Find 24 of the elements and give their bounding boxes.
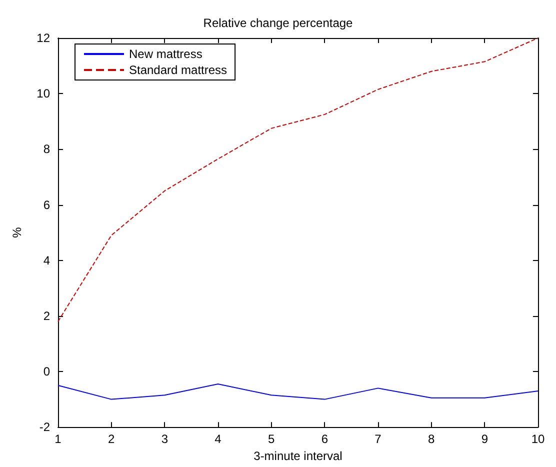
- x-tick-label: 6: [321, 432, 328, 446]
- y-tick-label: 8: [43, 142, 50, 156]
- legend-label: New mattress: [129, 47, 202, 61]
- x-tick-label: 7: [374, 432, 382, 446]
- x-tick-label: 10: [531, 432, 545, 446]
- x-tick-label: 5: [268, 432, 275, 446]
- x-tick-label: 3: [161, 432, 168, 446]
- y-tick-label: 4: [43, 253, 50, 268]
- y-tick-label: 6: [43, 198, 50, 212]
- y-tick-label: -2: [39, 420, 50, 434]
- legend-label: Standard mattress: [129, 63, 228, 77]
- chart-title: Relative change percentage: [203, 16, 354, 30]
- y-tick-label: 2: [43, 308, 50, 323]
- x-tick-label: 8: [428, 432, 435, 446]
- x-tick-label: 4: [214, 432, 222, 446]
- x-tick-label: 2: [108, 432, 115, 446]
- x-tick-label: 1: [54, 432, 62, 446]
- x-axis-title: 3-minute interval: [254, 449, 342, 463]
- y-tick-label: 0: [43, 364, 50, 379]
- x-tick-label: 9: [481, 432, 488, 446]
- y-tick-label: 12: [36, 31, 50, 45]
- line-series: [58, 384, 538, 400]
- y-tick-label: 10: [36, 86, 50, 101]
- y-axis-title: %: [10, 226, 24, 238]
